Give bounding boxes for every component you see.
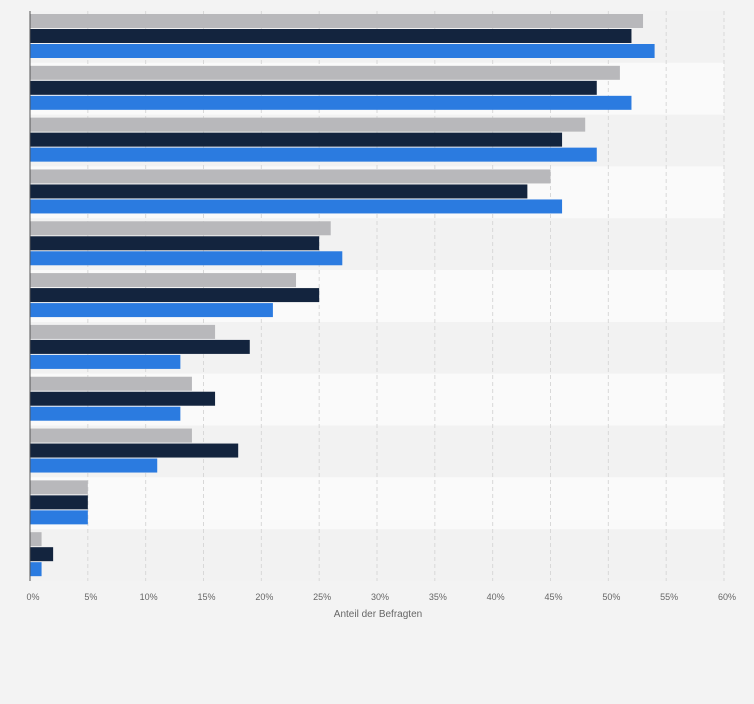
bar <box>30 14 644 28</box>
x-tick-label: 55% <box>660 592 678 602</box>
bar <box>30 65 620 80</box>
bar <box>30 510 88 525</box>
bar <box>30 44 655 58</box>
bar <box>30 199 563 214</box>
bar <box>30 428 192 443</box>
bar <box>30 236 320 251</box>
bar <box>30 117 586 132</box>
x-tick-label: 15% <box>197 592 215 602</box>
x-tick-label: 5% <box>84 592 97 602</box>
bar <box>30 251 343 266</box>
bar <box>30 547 54 562</box>
bar <box>30 443 239 458</box>
x-tick-label: 25% <box>313 592 331 602</box>
bar <box>30 324 216 339</box>
bar <box>30 354 181 369</box>
bar <box>30 406 181 421</box>
x-tick-label: 30% <box>371 592 389 602</box>
bar <box>30 495 88 510</box>
x-tick-label: 20% <box>255 592 273 602</box>
bar <box>30 376 192 391</box>
x-tick-label: 40% <box>487 592 505 602</box>
bar <box>30 562 42 577</box>
bar <box>30 458 158 473</box>
bar <box>30 147 597 162</box>
bar <box>30 184 528 199</box>
bar <box>30 273 297 288</box>
bar <box>30 95 632 110</box>
bar <box>30 532 42 547</box>
bar <box>30 480 88 495</box>
x-axis-title: Anteil der Befragten <box>334 609 422 620</box>
x-tick-label: 60% <box>718 592 736 602</box>
bar <box>30 221 331 236</box>
bar <box>30 391 216 406</box>
bar <box>30 132 563 147</box>
x-tick-label: 10% <box>140 592 158 602</box>
bar <box>30 303 273 318</box>
bar <box>30 29 632 43</box>
bar <box>30 288 320 303</box>
x-tick-label: 35% <box>429 592 447 602</box>
bar <box>30 169 551 184</box>
x-tick-label: 50% <box>602 592 620 602</box>
bar <box>30 339 250 354</box>
x-tick-label: 45% <box>544 592 562 602</box>
bar <box>30 80 597 95</box>
x-tick-label: 0% <box>26 592 39 602</box>
